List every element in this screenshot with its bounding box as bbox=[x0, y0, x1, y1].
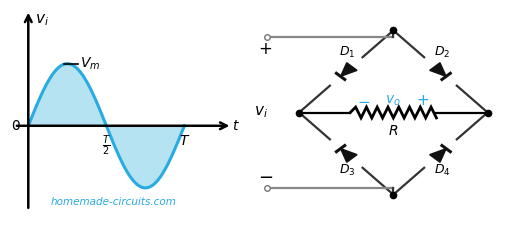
Text: homemade-circuits.com: homemade-circuits.com bbox=[51, 196, 176, 207]
Polygon shape bbox=[341, 149, 357, 162]
Text: $D_3$: $D_3$ bbox=[340, 163, 356, 178]
Text: $+$: $+$ bbox=[417, 93, 430, 108]
Text: $-$: $-$ bbox=[357, 93, 370, 108]
Text: $V_m$: $V_m$ bbox=[80, 56, 100, 72]
Text: $D_4$: $D_4$ bbox=[433, 163, 450, 178]
Text: 0: 0 bbox=[12, 119, 20, 133]
Polygon shape bbox=[430, 63, 446, 76]
Text: $v_o$: $v_o$ bbox=[385, 93, 401, 108]
Text: $-$: $-$ bbox=[258, 167, 273, 185]
Text: $D_2$: $D_2$ bbox=[433, 45, 450, 60]
Polygon shape bbox=[341, 63, 357, 76]
Text: $\frac{T}{2}$: $\frac{T}{2}$ bbox=[102, 134, 111, 158]
Text: $D_1$: $D_1$ bbox=[340, 45, 356, 60]
Text: $T$: $T$ bbox=[178, 134, 190, 148]
Text: $v_i$: $v_i$ bbox=[254, 105, 268, 120]
Text: $t$: $t$ bbox=[232, 119, 240, 133]
Text: $+$: $+$ bbox=[258, 40, 272, 58]
Text: $v_i$: $v_i$ bbox=[35, 12, 49, 28]
Text: $R$: $R$ bbox=[388, 124, 399, 138]
Polygon shape bbox=[430, 149, 446, 162]
